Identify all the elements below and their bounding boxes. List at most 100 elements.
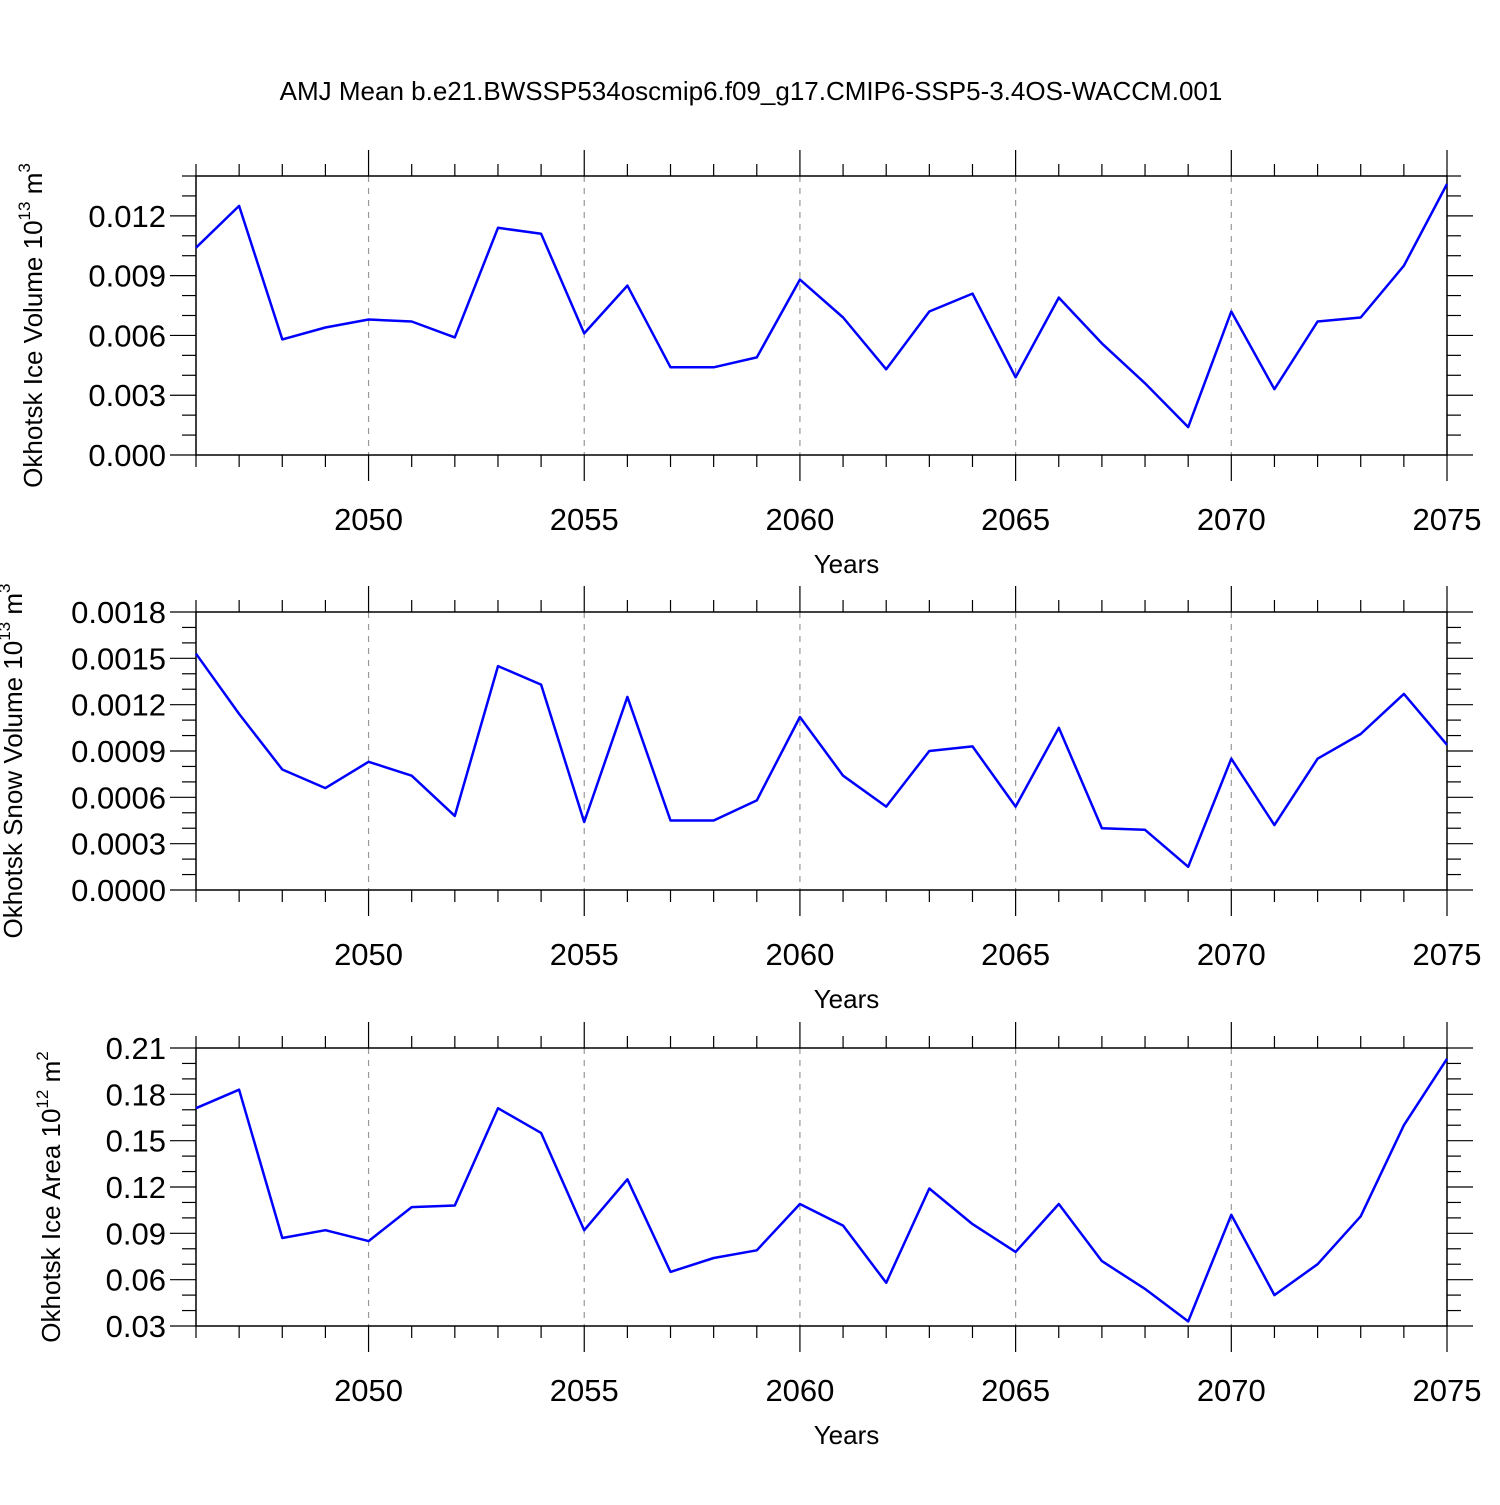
data-point <box>1445 743 1449 747</box>
x-tick-label: 2075 <box>1413 502 1482 537</box>
data-point <box>323 325 327 329</box>
data-point <box>539 232 543 236</box>
data-point <box>1014 805 1018 809</box>
data-point <box>1445 182 1449 186</box>
data-point <box>970 1222 974 1226</box>
data-point <box>323 1228 327 1232</box>
data-point <box>194 1106 198 1110</box>
data-point <box>1186 425 1190 429</box>
x-tick-label: 2060 <box>765 502 834 537</box>
data-point <box>582 1228 586 1232</box>
data-point <box>927 310 931 314</box>
data-point <box>712 1256 716 1260</box>
data-point <box>367 760 371 764</box>
x-tick-label: 2055 <box>550 502 619 537</box>
y-tick-label: 0.0018 <box>71 595 166 630</box>
series-line-ice-volume <box>195 183 1449 429</box>
y-axis-label: Okhotsk Ice Area 1012 m2 <box>33 1051 66 1342</box>
data-point <box>841 774 845 778</box>
y-tick-label: 0.15 <box>106 1124 166 1159</box>
data-point <box>1445 1057 1449 1061</box>
x-tick-label: 2075 <box>1413 1373 1482 1408</box>
x-axis-label: Years <box>814 1420 880 1450</box>
plot-frame <box>195 175 1448 456</box>
data-point <box>1359 1214 1363 1218</box>
x-tick-label: 2055 <box>550 1373 619 1408</box>
plot-frame <box>195 1047 1448 1327</box>
data-point <box>410 319 414 323</box>
data-point <box>1316 1262 1320 1266</box>
x-tick-label: 2065 <box>981 502 1050 537</box>
data-point <box>841 315 845 319</box>
series-line-ice-area <box>195 1058 1449 1323</box>
y-tick-label: 0.0003 <box>71 827 166 862</box>
x-axis-label: Years <box>814 549 880 579</box>
y-tick-label: 0.06 <box>106 1263 166 1298</box>
data-point <box>1186 865 1190 869</box>
data-point <box>453 1204 457 1208</box>
data-point <box>841 1224 845 1228</box>
x-tick-label: 2070 <box>1197 1373 1266 1408</box>
y-tick-label: 0.0015 <box>71 641 166 676</box>
y-tick-label: 0.009 <box>88 259 166 294</box>
panel-ice-area: 2050 2055 2060 2065 2070 2075 Years 0.03 0.06 0.0… <box>33 1022 1481 1450</box>
y-tick-label: 0.012 <box>88 199 166 234</box>
data-point <box>280 337 284 341</box>
data-point <box>1100 826 1104 830</box>
series-line-snow-volume <box>194 652 1448 869</box>
data-point <box>1229 310 1233 314</box>
data-point <box>237 712 241 716</box>
data-point <box>1014 1250 1018 1254</box>
x-tick-label: 2075 <box>1413 937 1482 972</box>
data-point <box>1100 1259 1104 1263</box>
data-point <box>1100 341 1104 345</box>
x-tick-label: 2055 <box>550 937 619 972</box>
data-point <box>323 786 327 790</box>
data-point <box>1014 375 1018 379</box>
y-tick-label: 0.003 <box>88 378 166 413</box>
data-point <box>1229 757 1233 761</box>
data-point <box>1057 1202 1061 1206</box>
data-point <box>669 1270 673 1274</box>
data-point <box>194 652 198 656</box>
x-tick-label: 2070 <box>1197 937 1266 972</box>
x-tick-label: 2060 <box>765 1373 834 1408</box>
data-point <box>1229 1213 1233 1217</box>
x-tick-label: 2050 <box>334 937 403 972</box>
y-tick-label: 0.21 <box>106 1031 166 1066</box>
data-point <box>496 664 500 668</box>
data-point <box>755 798 759 802</box>
y-tick-label: 0.0000 <box>71 873 166 908</box>
data-point <box>280 768 284 772</box>
data-point <box>798 1202 802 1206</box>
data-point <box>970 744 974 748</box>
data-point <box>582 331 586 335</box>
y-tick-label: 0.18 <box>106 1077 166 1112</box>
y-tick-label: 0.000 <box>88 438 166 473</box>
y-axis-label: Okhotsk Snow Volume 1013 m3 <box>0 584 28 939</box>
data-point <box>970 292 974 296</box>
data-point <box>410 1205 414 1209</box>
data-point <box>1272 1293 1276 1297</box>
data-point <box>539 683 543 687</box>
data-point <box>1057 296 1061 300</box>
data-point <box>1316 757 1320 761</box>
data-point <box>927 749 931 753</box>
data-point <box>1143 1287 1147 1291</box>
y-tick-label: 0.09 <box>106 1216 166 1251</box>
data-point <box>194 246 198 250</box>
x-tick-label: 2050 <box>334 502 403 537</box>
data-point <box>410 774 414 778</box>
data-point <box>237 204 241 208</box>
data-point <box>755 1248 759 1252</box>
y-tick-label: 0.0006 <box>71 780 166 815</box>
data-point <box>1402 264 1406 268</box>
data-point <box>927 1187 931 1191</box>
data-point <box>625 695 629 699</box>
data-point <box>1057 726 1061 730</box>
data-point <box>237 1088 241 1092</box>
panel-ice-volume: 2050 2055 2060 2065 2070 2075 Years 0.000 0.003 0… <box>15 150 1481 579</box>
data-point <box>1272 823 1276 827</box>
